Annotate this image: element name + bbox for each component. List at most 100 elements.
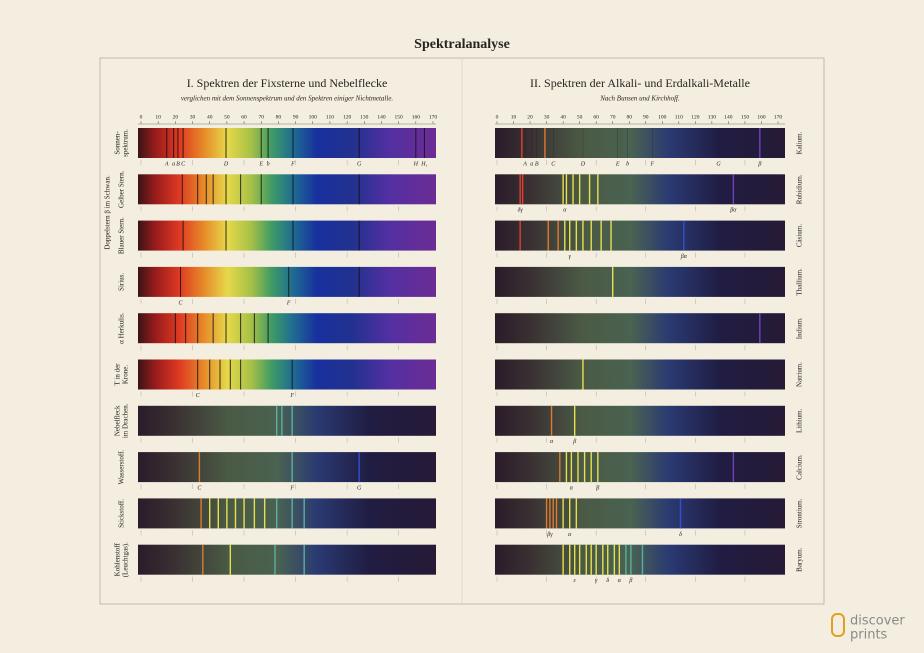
panel-subtitle: Nach Bunsen und Kirchhoff. <box>599 95 680 103</box>
row-label: Kohlenstoff <box>114 542 122 576</box>
line-label: α <box>550 439 554 445</box>
scale-label: 150 <box>395 114 404 120</box>
row-label: Calcium. <box>796 454 804 480</box>
scale-label: 10 <box>511 114 517 120</box>
row-label: Krone. <box>122 365 130 384</box>
scale-label: 140 <box>724 114 733 120</box>
scale-label: 80 <box>626 114 632 120</box>
line-label: γ <box>595 578 598 584</box>
line-label: δ <box>679 532 682 538</box>
row-label: Lithium. <box>796 408 804 433</box>
scale-label: 110 <box>326 114 334 120</box>
spectrum <box>138 452 436 483</box>
line-label: β <box>595 485 599 491</box>
scale-label: 30 <box>190 114 196 120</box>
line-label: H₁ <box>420 161 427 167</box>
scale-label: 160 <box>757 114 766 120</box>
row-label: Natrium. <box>796 362 804 387</box>
line-label: α <box>570 485 574 491</box>
line-label: F <box>286 300 291 306</box>
line-label: A <box>164 161 169 167</box>
line-label: α <box>563 208 567 214</box>
spectrum <box>495 128 785 158</box>
row-label: Rubidium. <box>796 174 804 204</box>
line-label: E <box>615 161 620 167</box>
scale-label: 50 <box>224 114 230 120</box>
line-label: C <box>181 161 186 167</box>
line-label: C <box>196 393 201 399</box>
row-label: Stickstoff. <box>118 499 126 528</box>
scale-label: 60 <box>241 114 247 120</box>
line-label: β <box>757 161 761 167</box>
spectrum <box>495 405 785 436</box>
line-label: βγ <box>546 532 553 538</box>
line-label: F <box>289 485 294 491</box>
spectrum <box>495 498 785 529</box>
scale-label: 0 <box>496 114 499 120</box>
watermark: prints <box>850 628 888 643</box>
line-label: B <box>535 161 539 167</box>
scale-label: 100 <box>309 114 318 120</box>
line-label: F <box>290 161 295 167</box>
spectrum <box>138 544 436 575</box>
spectrum <box>138 220 436 251</box>
spectrum <box>138 266 436 297</box>
scale-label: 170 <box>429 114 438 120</box>
line-label: α <box>618 578 622 584</box>
scale-label: 90 <box>643 114 649 120</box>
line-label: H <box>413 161 419 167</box>
row-label: im Drachen. <box>122 403 130 438</box>
spectrum <box>495 452 785 483</box>
line-label: B <box>176 161 180 167</box>
spectrum <box>138 128 436 158</box>
line-label: δ <box>606 578 609 584</box>
row-label: T in der <box>114 363 122 386</box>
line-label: α <box>568 532 572 538</box>
row-label: Sirius. <box>118 273 126 291</box>
scale-label: 20 <box>527 114 533 120</box>
line-label: G <box>357 485 362 491</box>
line-label: β <box>572 439 576 445</box>
row-label: Kalium. <box>796 131 804 154</box>
row-label: Baryum. <box>796 547 804 572</box>
line-label: D <box>223 161 229 167</box>
watermark: discover <box>850 614 905 629</box>
scale-label: 70 <box>258 114 264 120</box>
scale-label: 140 <box>377 114 386 120</box>
scale-label: 160 <box>412 114 421 120</box>
line-label: C <box>551 161 556 167</box>
row-label: Blauer Stern. <box>118 217 126 254</box>
line-label: G <box>716 161 721 167</box>
line-label: F <box>289 393 294 399</box>
row-label: Nebelfleck <box>114 405 122 436</box>
spectrum <box>495 313 785 344</box>
line-label: E <box>258 161 263 167</box>
line-label: C <box>197 485 202 491</box>
line-label: a <box>172 161 175 167</box>
scale-label: 40 <box>207 114 213 120</box>
line-label: b <box>267 161 270 167</box>
line-label: γ <box>569 254 572 260</box>
spectrum <box>138 313 436 344</box>
logo: discover prints <box>831 613 905 643</box>
scale-label: 100 <box>658 114 667 120</box>
spectrum <box>495 359 785 390</box>
line-label: a <box>530 161 533 167</box>
row-label: spektrum. <box>122 129 130 157</box>
row-label: Strontium. <box>796 498 804 528</box>
scale-label: 0 <box>140 114 143 120</box>
line-label: βα <box>680 254 688 260</box>
scale-label: 110 <box>675 114 683 120</box>
scale-label: 120 <box>691 114 700 120</box>
row-label: Wasserstoff. <box>118 450 126 485</box>
spectrum <box>138 174 436 205</box>
line-label: δγ <box>518 208 524 214</box>
scale-label: 150 <box>741 114 750 120</box>
scale-label: 90 <box>293 114 299 120</box>
line-label: β <box>628 578 632 584</box>
row-label: Cäsium. <box>796 224 804 247</box>
scale-label: 60 <box>593 114 599 120</box>
spectrum <box>495 220 785 251</box>
spectrum <box>495 174 785 205</box>
